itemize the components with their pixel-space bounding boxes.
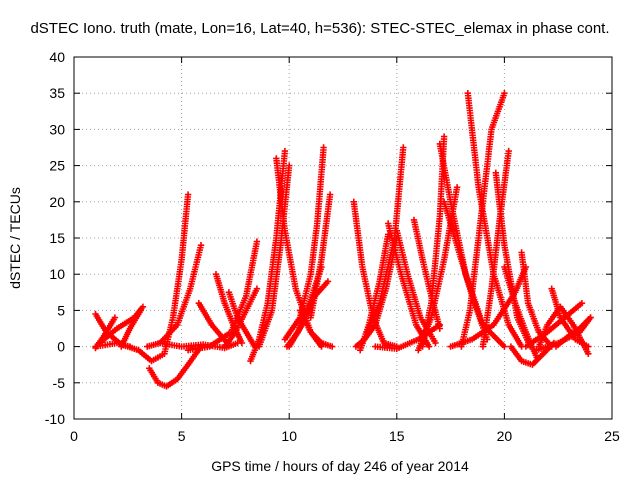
data-series-37 — [492, 169, 534, 350]
data-series-46 — [533, 314, 594, 354]
x-tick-label: 10 — [281, 428, 297, 444]
y-tick-label: 20 — [49, 194, 65, 210]
y-tick-label: 35 — [49, 85, 65, 101]
data-series-39 — [501, 263, 540, 361]
data-series-41 — [518, 249, 555, 350]
chart-title: dSTEC Iono. truth (mate, Lon=16, Lat=40,… — [30, 20, 609, 37]
x-tick-label: 15 — [389, 428, 405, 444]
x-tick-label: 5 — [178, 428, 186, 444]
x-tick-label: 20 — [497, 428, 513, 444]
y-tick-label: 25 — [49, 158, 65, 174]
y-tick-label: 40 — [49, 49, 65, 65]
data-series-19 — [307, 191, 334, 321]
y-axis-label: dSTEC / TECUs — [7, 187, 23, 289]
data-series-21 — [296, 307, 336, 350]
data-point-markers — [281, 144, 327, 343]
data-series-44 — [548, 285, 592, 350]
data-point-markers — [548, 285, 592, 350]
y-tick-label: -10 — [45, 411, 65, 427]
y-tick-label: 30 — [49, 121, 65, 137]
y-tick-label: -5 — [53, 375, 66, 391]
data-point-markers — [501, 263, 540, 361]
data-series-38 — [447, 263, 530, 350]
data-series-17 — [281, 144, 327, 343]
data-point-markers — [296, 307, 336, 350]
data-series-13 — [221, 285, 261, 350]
data-point-markers — [447, 263, 530, 350]
data-point-markers — [518, 249, 555, 350]
y-tick-label: 10 — [49, 266, 65, 282]
data-point-markers — [307, 191, 334, 321]
data-series-6 — [146, 343, 205, 390]
x-tick-label: 0 — [70, 428, 78, 444]
y-tick-label: 0 — [57, 339, 65, 355]
plot-frame — [73, 56, 613, 420]
x-axis-label: GPS time / hours of day 246 of year 2014 — [211, 458, 469, 474]
data-point-markers — [221, 285, 261, 350]
data-point-markers — [492, 169, 534, 350]
data-point-markers — [146, 343, 205, 390]
x-tick-label: 25 — [604, 428, 620, 444]
data-series-12 — [184, 238, 261, 354]
data-series-5 — [96, 303, 147, 347]
data-point-markers — [184, 238, 261, 354]
y-tick-label: 5 — [57, 302, 65, 318]
y-tick-label: 15 — [49, 230, 65, 246]
data-point-markers — [96, 303, 147, 347]
tick-layer: 0 5 10 15 20 25 -10 -5 0 5 10 15 20 25 30 35 40 — [45, 49, 620, 444]
data-point-markers — [533, 314, 594, 354]
data-marks — [92, 90, 594, 390]
